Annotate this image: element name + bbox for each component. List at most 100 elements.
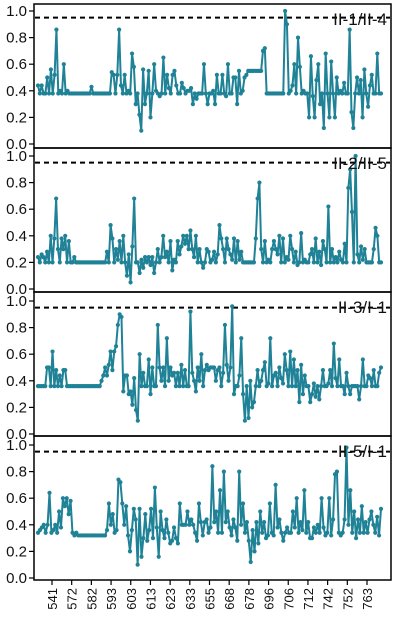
data-point (89, 84, 94, 89)
data-point (127, 549, 133, 554)
y-tick-label: 1.0 (6, 3, 27, 20)
data-point (281, 91, 286, 96)
data-point (348, 488, 353, 493)
data-point (344, 370, 349, 375)
y-tick-label: 0.2 (6, 399, 27, 416)
data-point (202, 260, 208, 265)
x-tick-label: 752 (340, 588, 355, 610)
data-point (194, 96, 199, 101)
data-point (239, 249, 244, 254)
data-point (52, 236, 57, 241)
data-point (212, 520, 217, 525)
data-point (357, 260, 362, 265)
data-point (368, 376, 373, 381)
data-point (99, 378, 104, 383)
data-point (233, 260, 238, 265)
data-point (355, 384, 360, 389)
data-point (221, 370, 226, 375)
data-point (259, 378, 264, 383)
data-point (144, 91, 149, 96)
data-point (162, 254, 168, 260)
data-point (271, 239, 277, 244)
data-point (170, 72, 175, 77)
data-point (281, 538, 286, 543)
data-point (119, 260, 124, 265)
panel-2: 0.0 0.2 0.4 0.6 0.8 1.0 II-2/II-5 (6, 147, 392, 298)
x-axis: 541 572 582 593 603 613 623 633 655 668 678 696 706 7… (45, 580, 375, 610)
data-point (52, 72, 57, 77)
data-point (224, 236, 229, 241)
data-point (217, 488, 223, 493)
data-point (182, 241, 188, 246)
data-point (365, 104, 371, 109)
data-point (64, 496, 69, 501)
data-point (35, 83, 41, 88)
data-point (104, 528, 110, 533)
data-point (177, 501, 182, 506)
data-point (288, 88, 293, 93)
data-point (195, 365, 200, 370)
data-point (346, 185, 351, 191)
data-point (280, 381, 286, 386)
y-tick-label: 1.0 (6, 148, 27, 165)
data-point (271, 533, 276, 538)
data-point (43, 384, 48, 389)
data-point (378, 506, 384, 511)
y-tick-label: 0.2 (6, 109, 27, 126)
data-point (219, 236, 224, 241)
data-point (177, 384, 182, 389)
data-point (150, 536, 156, 541)
data-point (246, 538, 251, 543)
data-point (369, 384, 375, 389)
data-point (197, 247, 202, 252)
data-point (41, 254, 46, 260)
data-point (237, 257, 242, 262)
data-point (326, 381, 331, 386)
data-point (221, 247, 226, 252)
x-tick-label: 603 (124, 588, 139, 610)
data-point (50, 260, 55, 265)
data-point (201, 62, 207, 67)
data-point (124, 373, 130, 378)
data-point (309, 536, 315, 541)
data-point (174, 83, 179, 88)
data-point (124, 273, 130, 278)
x-tick-label: 633 (183, 588, 198, 610)
panel-1: 0.0 0.2 0.4 0.6 0.8 1.0 II-1/II-4 (6, 3, 392, 153)
data-point (348, 167, 353, 172)
data-point (293, 249, 298, 254)
data-point (248, 559, 253, 565)
data-point (376, 533, 382, 538)
data-point (123, 260, 128, 265)
data-point (186, 384, 191, 389)
data-point (340, 91, 345, 96)
data-point (252, 549, 257, 554)
data-point (128, 91, 133, 96)
data-point (157, 260, 162, 265)
data-point (313, 236, 318, 241)
data-point (110, 512, 115, 517)
data-point (237, 469, 242, 474)
data-point (101, 373, 106, 378)
data-point (156, 554, 161, 559)
data-point (141, 370, 146, 375)
data-point (131, 64, 136, 69)
panel-frame (33, 435, 392, 581)
data-point (327, 496, 332, 501)
data-point (228, 252, 233, 257)
data-point (283, 530, 288, 535)
data-point (166, 86, 172, 91)
data-point (137, 506, 142, 511)
data-point (54, 27, 59, 32)
data-point (295, 35, 301, 40)
data-point (108, 522, 113, 527)
data-point (115, 322, 120, 328)
data-point (371, 522, 376, 527)
data-point (179, 244, 184, 249)
data-point (183, 522, 188, 527)
y-tick-label: 0.0 (6, 570, 27, 587)
data-point (153, 384, 159, 389)
data-point (187, 522, 192, 527)
x-tick-label: 712 (301, 588, 316, 610)
panel-title: II-2/II-5 (333, 154, 387, 173)
